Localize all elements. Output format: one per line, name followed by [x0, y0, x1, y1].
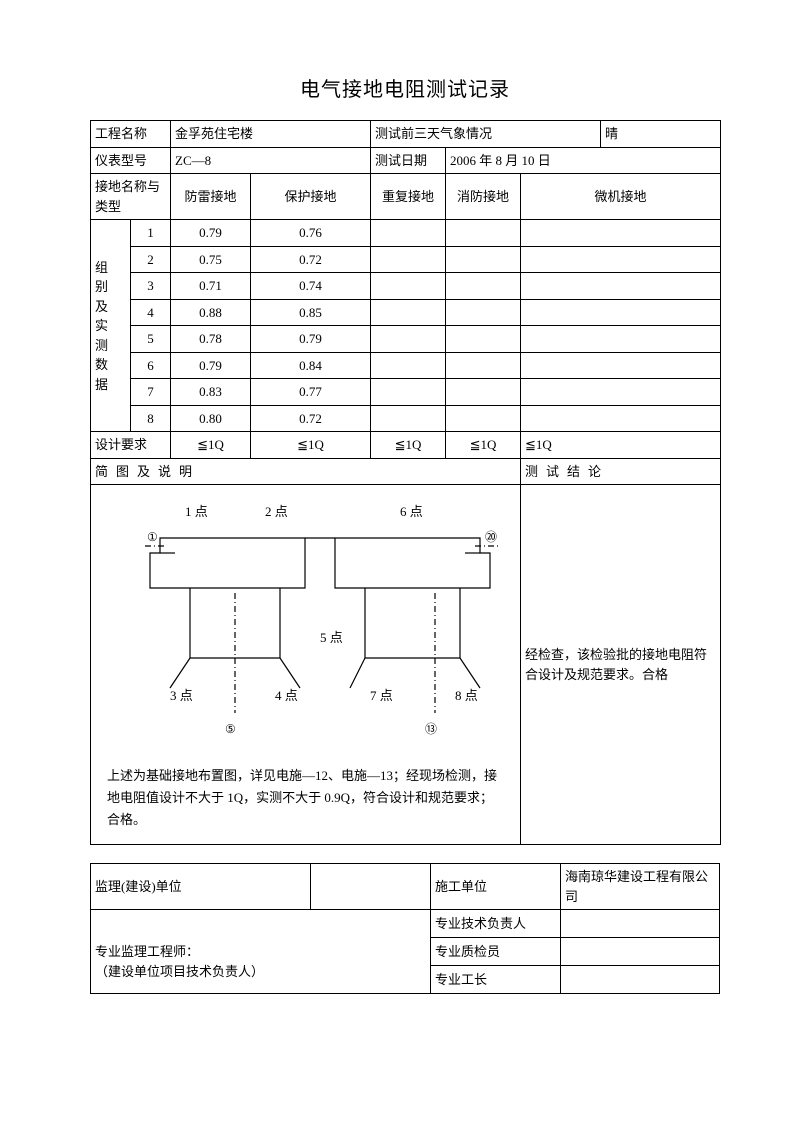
col-protection: 保护接地 — [251, 174, 371, 220]
data-row: 组别及实测数据 1 0.79 0.76 — [91, 220, 721, 247]
col-repeat: 重复接地 — [371, 174, 446, 220]
design-v5: ≦1Q — [521, 432, 721, 459]
header-row-1: 工程名称 金孚苑住宅楼 测试前三天气象情况 晴 — [91, 121, 721, 148]
col-name-type: 接地名称与类型 — [91, 174, 171, 220]
design-v3: ≦1Q — [371, 432, 446, 459]
col-lightning: 防雷接地 — [171, 174, 251, 220]
grounding-diagram — [105, 498, 525, 728]
construction-label: 施工单位 — [431, 864, 561, 910]
data-row: 4 0.88 0.85 — [91, 299, 721, 326]
diagram-note: 上述为基础接地布置图，详见电施—12、电施—13；经现场检测，接地电阻值设计不大… — [107, 765, 504, 831]
tech-lead-label: 专业技术负责人 — [431, 910, 561, 938]
date-value: 2006 年 8 月 10 日 — [446, 147, 721, 174]
group-label: 组别及实测数据 — [91, 220, 131, 432]
supervision-label: 监理(建设)单位 — [91, 864, 311, 910]
diagram-row: 1 点 2 点 6 点 5 点 3 点 4 点 7 点 8 点 ① ⑳ ⑤ ⑬ — [91, 485, 721, 845]
date-label: 测试日期 — [371, 147, 446, 174]
cell-b: 0.76 — [251, 220, 371, 247]
design-v4: ≦1Q — [446, 432, 521, 459]
data-row: 7 0.83 0.77 — [91, 379, 721, 406]
supervision-value — [311, 864, 431, 910]
section-header-row: 简图及说明 测试结论 — [91, 458, 721, 485]
data-row: 2 0.75 0.72 — [91, 246, 721, 273]
qc-label: 专业质检员 — [431, 938, 561, 966]
column-header-row: 接地名称与类型 防雷接地 保护接地 重复接地 消防接地 微机接地 — [91, 174, 721, 220]
row-num: 1 — [131, 220, 171, 247]
diagram-header: 简图及说明 — [91, 458, 521, 485]
design-v1: ≦1Q — [171, 432, 251, 459]
design-v2: ≦1Q — [251, 432, 371, 459]
col-computer: 微机接地 — [521, 174, 721, 220]
page-title: 电气接地电阻测试记录 — [90, 73, 720, 102]
engineer-label: 专业监理工程师： （建设单位项目技术负责人） — [91, 910, 431, 994]
data-row: 8 0.80 0.72 — [91, 405, 721, 432]
project-label: 工程名称 — [91, 121, 171, 148]
design-row: 设计要求 ≦1Q ≦1Q ≦1Q ≦1Q ≦1Q — [91, 432, 721, 459]
data-row: 6 0.79 0.84 — [91, 352, 721, 379]
conclusion-text: 经检查，该检验批的接地电阻符合设计及规范要求。合格 — [521, 485, 721, 845]
foreman-label: 专业工长 — [431, 966, 561, 994]
design-label: 设计要求 — [91, 432, 171, 459]
data-row: 5 0.78 0.79 — [91, 326, 721, 353]
header-row-2: 仪表型号 ZC—8 测试日期 2006 年 8 月 10 日 — [91, 147, 721, 174]
signature-table: 监理(建设)单位 施工单位 海南琼华建设工程有限公司 专业监理工程师： （建设单… — [90, 863, 720, 994]
construction-value: 海南琼华建设工程有限公司 — [561, 864, 720, 910]
tech-lead-value — [561, 910, 720, 938]
diagram-cell: 1 点 2 点 6 点 5 点 3 点 4 点 7 点 8 点 ① ⑳ ⑤ ⑬ — [91, 485, 521, 845]
model-label: 仪表型号 — [91, 147, 171, 174]
qc-value — [561, 938, 720, 966]
model-value: ZC—8 — [171, 147, 371, 174]
record-table: 工程名称 金孚苑住宅楼 测试前三天气象情况 晴 仪表型号 ZC—8 测试日期 2… — [90, 120, 721, 845]
col-fire: 消防接地 — [446, 174, 521, 220]
data-row: 3 0.71 0.74 — [91, 273, 721, 300]
weather-value: 晴 — [601, 121, 721, 148]
conclusion-header: 测试结论 — [521, 458, 721, 485]
project-value: 金孚苑住宅楼 — [171, 121, 371, 148]
weather-label: 测试前三天气象情况 — [371, 121, 601, 148]
cell-a: 0.79 — [171, 220, 251, 247]
foreman-value — [561, 966, 720, 994]
